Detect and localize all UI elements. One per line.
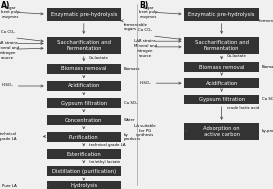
Text: fermentable sugars: fermentable sugars [259, 19, 273, 23]
Text: Acidification: Acidification [68, 84, 100, 88]
Text: Sugar
beet pulp
enzymes: Sugar beet pulp enzymes [139, 6, 158, 19]
Text: Biomass removal: Biomass removal [61, 67, 106, 71]
Text: Biomass: Biomass [124, 67, 140, 71]
Text: A): A) [1, 1, 11, 10]
FancyBboxPatch shape [185, 94, 259, 104]
Text: Mineral and
nitrogen
source: Mineral and nitrogen source [134, 44, 157, 58]
Text: by
products: by products [124, 133, 141, 141]
Text: Enzymatic pre-hydrolysis: Enzymatic pre-hydrolysis [188, 12, 255, 17]
FancyBboxPatch shape [47, 37, 121, 54]
Text: Saccharification and
Fermentation: Saccharification and Fermentation [57, 40, 111, 51]
Text: by-products: by-products [262, 129, 273, 133]
FancyBboxPatch shape [185, 37, 259, 54]
Text: LAB strains: LAB strains [134, 39, 156, 43]
FancyBboxPatch shape [47, 166, 121, 176]
Text: fermentable
sugars: fermentable sugars [124, 22, 147, 31]
FancyBboxPatch shape [47, 132, 121, 142]
FancyBboxPatch shape [185, 8, 259, 21]
Text: Gypsum filtration: Gypsum filtration [61, 101, 107, 105]
Text: technical grade LA: technical grade LA [89, 143, 126, 147]
Text: crude lactic acid: crude lactic acid [227, 106, 259, 110]
Text: Adsorption on
active carbon: Adsorption on active carbon [203, 126, 240, 137]
FancyBboxPatch shape [47, 81, 121, 91]
Text: Ca-lactate: Ca-lactate [227, 53, 247, 58]
Text: Purification: Purification [69, 135, 99, 139]
FancyBboxPatch shape [47, 98, 121, 108]
Text: Enzymatic pre-hydrolysis: Enzymatic pre-hydrolysis [51, 12, 117, 17]
Text: LAB strains: LAB strains [0, 40, 18, 45]
Text: Ca SO₄: Ca SO₄ [262, 97, 273, 101]
Text: (m)ethyl lactate: (m)ethyl lactate [89, 160, 120, 164]
Text: Ca CO₃: Ca CO₃ [1, 30, 14, 34]
Text: Technical
grade LA: Technical grade LA [0, 132, 16, 141]
Text: Biomass: Biomass [262, 65, 273, 69]
Text: Concentration: Concentration [65, 118, 102, 122]
FancyBboxPatch shape [185, 62, 259, 72]
FancyBboxPatch shape [185, 123, 259, 140]
FancyBboxPatch shape [47, 181, 121, 189]
Text: Pure LA: Pure LA [2, 184, 17, 188]
Text: H₂SO₄: H₂SO₄ [140, 81, 151, 85]
FancyBboxPatch shape [47, 8, 121, 21]
Text: B): B) [139, 1, 149, 10]
Text: LA suitable
for PG
synthesis: LA suitable for PG synthesis [135, 124, 156, 137]
FancyBboxPatch shape [47, 64, 121, 74]
FancyBboxPatch shape [185, 78, 259, 88]
Text: Distillation (purification): Distillation (purification) [52, 169, 116, 174]
FancyBboxPatch shape [47, 149, 121, 159]
Text: Biomass removal: Biomass removal [199, 65, 244, 70]
Text: Ca CO₃: Ca CO₃ [138, 28, 152, 32]
Text: Water: Water [124, 118, 135, 122]
Text: H₂SO₄: H₂SO₄ [2, 83, 13, 88]
Text: Mineral and
nitrogen
source: Mineral and nitrogen source [0, 46, 19, 60]
Text: Gypsum filtration: Gypsum filtration [198, 97, 245, 102]
Text: Esterification: Esterification [66, 152, 101, 156]
Text: Acidification: Acidification [206, 81, 238, 86]
Text: Hydrolysis: Hydrolysis [70, 183, 97, 188]
Text: Ca SO₄: Ca SO₄ [124, 101, 137, 105]
Text: Sugar
beet pulp
enzymes: Sugar beet pulp enzymes [1, 6, 20, 19]
FancyBboxPatch shape [47, 115, 121, 125]
Text: Ca-lactate: Ca-lactate [89, 56, 109, 60]
Text: Saccharification and
Fermentation: Saccharification and Fermentation [195, 40, 249, 51]
